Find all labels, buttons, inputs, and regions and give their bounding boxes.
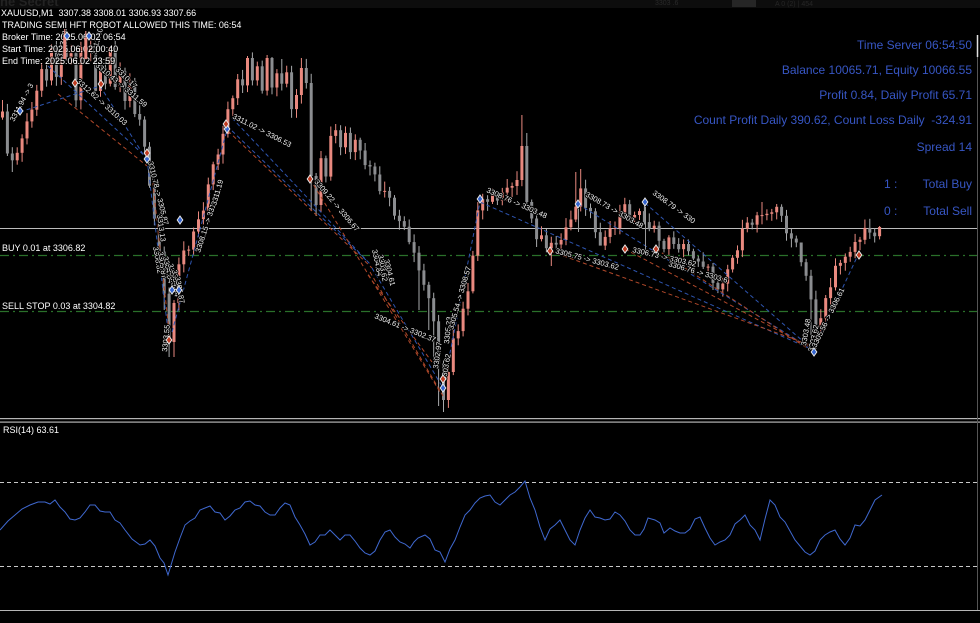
svg-text:3305.75 -> 3303.62: 3305.75 -> 3303.62 [554, 246, 619, 272]
svg-text:3304.61 -> 3302.37: 3304.61 -> 3302.37 [373, 312, 437, 345]
svg-text:3305.33: 3305.33 [442, 316, 454, 344]
svg-text:3302.97: 3302.97 [431, 341, 444, 369]
svg-text:3311.02 -> 3306.53: 3311.02 -> 3306.53 [231, 112, 293, 149]
svg-text:3308.79 -> 330: 3308.79 -> 330 [651, 188, 697, 225]
svg-text:3309.22 -> 3306.67: 3309.22 -> 3306.67 [312, 178, 361, 234]
svg-text:3303.55: 3303.55 [160, 324, 172, 352]
svg-text:3311.19: 3311.19 [209, 179, 225, 207]
